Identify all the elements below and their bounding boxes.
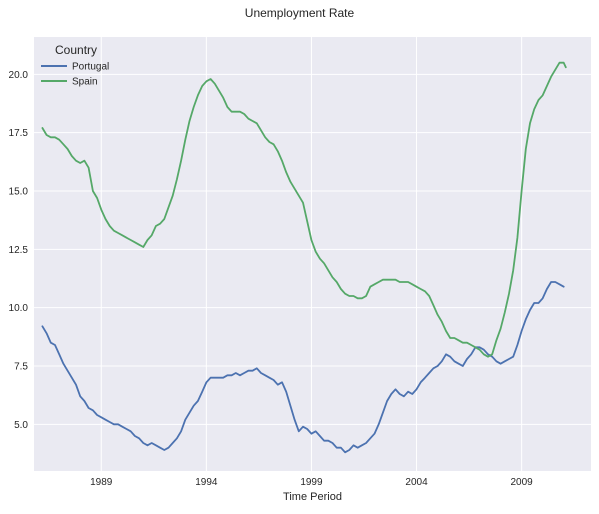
chart-title: Unemployment Rate xyxy=(245,6,355,20)
series-lines xyxy=(41,61,567,454)
axis-tick-labels: 5.0 7.5 10.0 12.5 15.0 17.5 20.0 1989 1994 1999 20… xyxy=(9,70,534,488)
plot-area xyxy=(34,37,591,471)
series-line-spain xyxy=(41,61,567,358)
x-axis-label: Time Period xyxy=(283,491,342,503)
y-tick-label: 5.0 xyxy=(14,420,28,431)
x-tick-label: 1994 xyxy=(195,477,218,488)
y-tick-label: 17.5 xyxy=(9,128,29,139)
legend: Country Portugal Spain xyxy=(41,43,109,88)
x-tick-label: 2004 xyxy=(405,477,428,488)
y-tick-label: 12.5 xyxy=(9,245,29,256)
y-tick-label: 15.0 xyxy=(9,187,29,198)
legend-label-spain: Spain xyxy=(72,77,98,88)
x-tick-label: 1999 xyxy=(300,477,323,488)
x-tick-label: 2009 xyxy=(511,477,534,488)
legend-label-portugal: Portugal xyxy=(72,62,109,73)
legend-title: Country xyxy=(55,43,97,57)
x-tick-label: 1989 xyxy=(90,477,113,488)
y-tick-label: 10.0 xyxy=(9,303,29,314)
y-tick-label: 7.5 xyxy=(14,362,28,373)
y-tick-label: 20.0 xyxy=(9,70,29,81)
grid-lines xyxy=(34,37,591,471)
